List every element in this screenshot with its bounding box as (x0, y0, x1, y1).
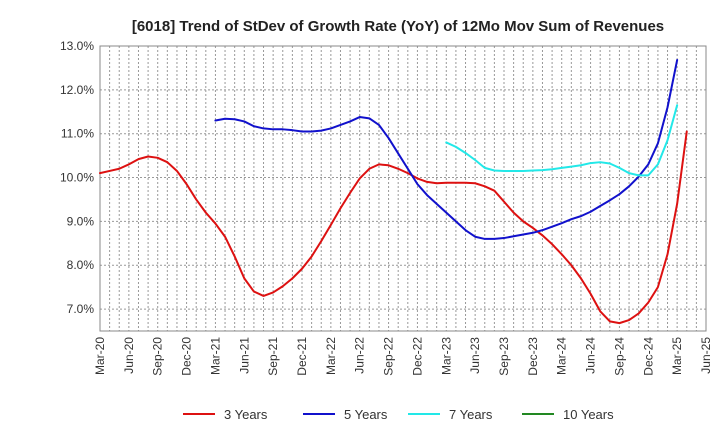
x-tick-label: Mar-23 (439, 337, 453, 375)
x-tick-label: Mar-22 (324, 337, 338, 375)
chart-title: [6018] Trend of StDev of Growth Rate (Yo… (132, 18, 664, 35)
x-axis-tick-labels: Mar-20 Jun-20 Sep-20 Dec-20 Mar-21 Jun-21 Sep-… (93, 337, 713, 376)
plot-area (99, 45, 707, 332)
x-tick-label: Mar-25 (670, 337, 684, 375)
y-tick-label: 11.0% (61, 127, 94, 141)
y-tick-label: 8.0% (67, 258, 95, 272)
x-tick-label: Dec-21 (295, 337, 309, 376)
x-tick-label: Sep-24 (612, 337, 626, 376)
legend-label: 5 Years (344, 407, 388, 422)
x-tick-label: Jun-21 (237, 337, 251, 374)
x-tick-label: Dec-22 (410, 337, 424, 376)
x-tick-label: Mar-20 (93, 337, 107, 375)
legend: 3 Years 5 Years 7 Years 10 Years (183, 407, 614, 422)
x-tick-label: Sep-21 (266, 337, 280, 376)
x-tick-label: Dec-23 (526, 337, 540, 376)
grid-lines (100, 45, 706, 331)
legend-label: 7 Years (449, 407, 493, 422)
y-axis-tick-labels: 7.0% 8.0% 9.0% 10.0% 11.0% 12.0% 13.0% (60, 39, 94, 316)
y-tick-label: 9.0% (67, 214, 95, 228)
series-lines (99, 59, 688, 325)
x-tick-label: Sep-22 (382, 337, 396, 376)
series-line-5-years (214, 59, 679, 240)
x-tick-label: Sep-23 (497, 337, 511, 376)
x-tick-label: Jun-22 (353, 337, 367, 374)
y-tick-label: 7.0% (67, 302, 95, 316)
series-line-7-years (445, 104, 679, 177)
x-tick-label: Dec-24 (641, 337, 655, 376)
x-tick-label: Mar-24 (555, 337, 569, 375)
y-tick-label: 13.0% (60, 39, 94, 53)
legend-label: 10 Years (563, 407, 614, 422)
x-tick-label: Mar-21 (208, 337, 222, 375)
x-tick-label: Sep-20 (151, 337, 165, 376)
y-tick-label: 12.0% (60, 83, 94, 97)
legend-label: 3 Years (224, 407, 268, 422)
series-line-3-years (99, 130, 688, 325)
x-tick-label: Jun-20 (122, 337, 136, 374)
x-tick-label: Dec-20 (180, 337, 194, 376)
x-tick-label: Jun-25 (699, 337, 713, 374)
y-tick-label: 10.0% (60, 171, 94, 185)
x-tick-label: Jun-23 (468, 337, 482, 374)
x-tick-label: Jun-24 (584, 337, 598, 374)
